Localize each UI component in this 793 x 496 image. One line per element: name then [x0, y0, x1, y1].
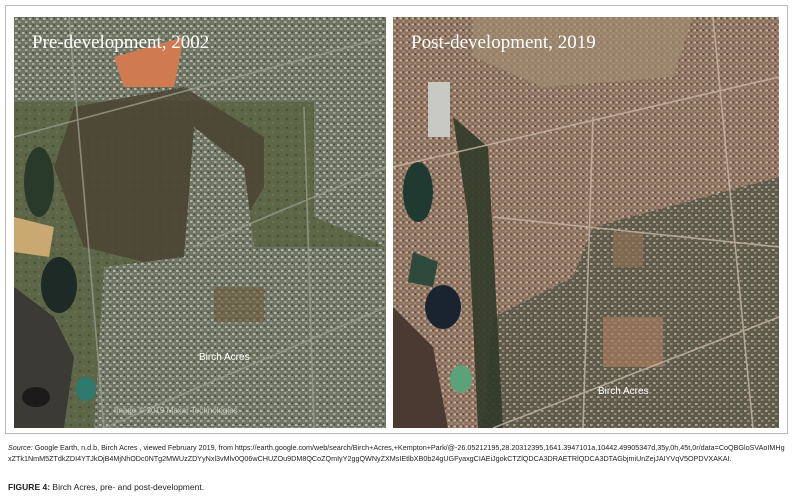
satellite-image: Post-development, 2019 Birch Acres: [393, 17, 779, 428]
caption-label: FIGURE 4:: [8, 482, 51, 492]
figure-caption: FIGURE 4: Birch Acres, pre- and post-dev…: [8, 482, 204, 492]
imagery-credit: Image © 2019 Maxar Technologies: [114, 406, 238, 415]
source-label: Source:: [8, 443, 33, 452]
caption-text: Birch Acres, pre- and post-development.: [52, 482, 205, 492]
place-label: Birch Acres: [199, 352, 250, 363]
panel-title: Pre-development, 2002: [32, 32, 209, 53]
source-note: Source: Google Earth, n.d.b, Birch Acres…: [8, 443, 788, 464]
place-label: Birch Acres: [598, 386, 649, 397]
panel-title: Post-development, 2019: [411, 32, 596, 53]
satellite-image: Pre-development, 2002 Birch Acres Image …: [14, 17, 386, 428]
figure-frame: [5, 5, 788, 434]
post-development-image: Post-development, 2019 Birch Acres: [393, 17, 779, 428]
pre-development-image: Pre-development, 2002 Birch Acres Image …: [14, 17, 386, 428]
source-text: Google Earth, n.d.b, Birch Acres , viewe…: [8, 443, 785, 463]
